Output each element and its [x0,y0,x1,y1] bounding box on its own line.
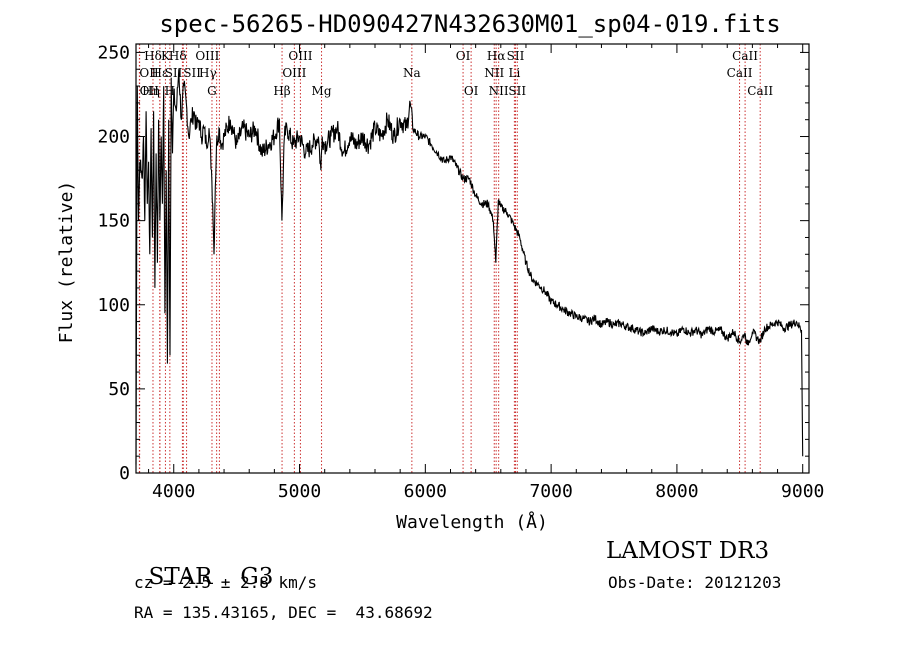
marker-label-1: OII [139,66,159,80]
y-tick-label-4: 200 [97,127,130,148]
marker-label-24: Li [508,66,520,80]
marker-label-22: NII [489,84,509,98]
y-tick-label-2: 100 [97,295,130,316]
object-class: STAR G3 [134,538,274,590]
marker-label-11: Hγ [199,66,217,80]
y-tick-label-0: 0 [119,463,130,484]
marker-label-21: Hα [487,49,506,63]
marker-label-14: OIII [282,66,306,80]
object-type: STAR [148,564,213,590]
marker-label-16: Mg [312,84,332,98]
marker-label-25: SII [508,84,526,98]
x-tick-label-2: 6000 [404,481,447,502]
marker-label-6: Hδ [169,49,187,63]
marker-label-4: Hε [152,66,169,80]
marker-label-23: SII [507,49,525,63]
marker-label-2: OII [140,84,160,98]
marker-label-10: OIII [195,49,219,63]
x-axis-label: Wavelength (Å) [396,511,548,533]
line-markers [138,44,761,473]
redshift-info: cz = 2.5 ± 2.8 km/s [134,573,318,592]
plot-frame [135,43,810,474]
x-tick-label-0: 4000 [152,481,195,502]
marker-label-18: OI [456,49,471,63]
marker-label-0: Hδ [144,49,162,63]
marker-label-12: G [207,84,217,98]
marker-label-13: Hβ [273,84,290,98]
marker-label-17: Na [403,66,421,80]
y-axis-ticks: 0 50 100 150 200 250 [97,42,809,484]
spectral-subclass: G3 [240,564,274,590]
marker-label-5: Hη [142,84,160,98]
x-tick-label-4: 8000 [655,481,698,502]
y-tick-label-5: 250 [97,42,130,63]
marker-label-9: SII [183,66,201,80]
x-axis-ticks: 4000 5000 6000 7000 8000 9000 [148,44,824,502]
marker-label-15: OIII [288,49,312,63]
marker-label-20: NII [484,66,504,80]
marker-label-26: CaII [727,66,753,80]
marker-label-3: K [161,49,171,63]
x-tick-label-5: 9000 [781,481,824,502]
y-tick-label-1: 50 [108,379,130,400]
survey-name: LAMOST DR3 [606,538,770,564]
x-tick-label-3: 7000 [529,481,572,502]
chart-title: spec-56265-HD090427N432630M01_sp04-019.f… [159,10,780,38]
obs-date: Obs-Date: 20121203 [608,573,782,592]
marker-label-7: SII [165,66,183,80]
spectrum-line [135,69,804,465]
marker-label-19: OI [464,84,479,98]
y-axis-label: Flux (relative) [56,181,77,344]
marker-label-27: CaII [732,49,758,63]
x-tick-label-1: 5000 [278,481,321,502]
marker-label-8: H [165,84,175,98]
y-tick-label-3: 150 [97,211,130,232]
marker-label-28: CaII [747,84,773,98]
coordinates: RA = 135.43165, DEC = 43.68692 [134,603,433,622]
